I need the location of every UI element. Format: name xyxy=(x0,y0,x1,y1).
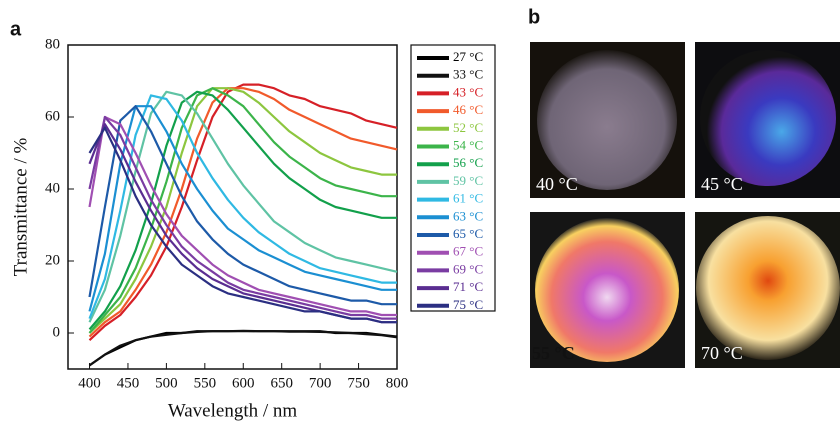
x-axis-label: Wavelength / nm xyxy=(168,400,298,421)
photos: 40 °C 45 °C 55 °C 70 °C xyxy=(530,42,840,368)
x-tick-label: 600 xyxy=(232,375,255,391)
photo-label: 45 °C xyxy=(701,174,743,194)
panel-label: b xyxy=(528,6,540,28)
legend-label: 52 °C xyxy=(453,120,483,135)
photo-label: 40 °C xyxy=(536,174,578,194)
photo-label: 55 °C xyxy=(532,343,575,363)
x-tick-label: 750 xyxy=(347,375,370,391)
series-line xyxy=(88,105,397,306)
series-line xyxy=(88,83,398,342)
y-tick-label: 20 xyxy=(45,252,60,268)
x-tick-label: 500 xyxy=(155,375,178,391)
series-line xyxy=(88,87,398,338)
photo-sample xyxy=(700,50,836,186)
x-tick-label: 700 xyxy=(309,375,332,391)
panel-label: a xyxy=(10,18,22,40)
legend-label: 56 °C xyxy=(453,155,483,170)
legend-label: 65 °C xyxy=(453,226,483,241)
legend-label: 43 °C xyxy=(453,84,483,99)
series-line xyxy=(88,90,397,331)
photo-sample xyxy=(696,216,840,360)
legend-label: 71 °C xyxy=(453,279,483,294)
legend-box xyxy=(410,44,496,312)
y-tick-label: 40 xyxy=(45,180,60,196)
legend-label: 54 °C xyxy=(453,137,483,152)
y-axis-label: Transmittance / % xyxy=(10,138,31,277)
x-tick-label: 650 xyxy=(270,375,293,391)
series-line xyxy=(88,87,397,334)
x-tick-label: 800 xyxy=(386,375,409,391)
y-tick-label: 80 xyxy=(45,36,60,52)
series-line xyxy=(88,90,398,323)
legend-label: 69 °C xyxy=(453,261,483,276)
series-line xyxy=(88,115,397,320)
series-line xyxy=(88,126,397,324)
y-tick-label: 0 xyxy=(53,324,61,340)
photo-label: 70 °C xyxy=(701,343,743,363)
legend-label: 33 °C xyxy=(453,67,483,82)
legend-label: 67 °C xyxy=(453,244,483,259)
series-line xyxy=(88,94,397,319)
x-tick-label: 400 xyxy=(78,375,101,391)
series-line xyxy=(88,330,398,367)
series-line xyxy=(88,87,397,334)
series-line xyxy=(88,115,397,317)
legend-label: 27 °C xyxy=(453,49,483,64)
legend-label: 59 °C xyxy=(453,173,483,188)
plot-frame xyxy=(67,44,398,370)
series-line xyxy=(88,105,397,312)
x-tick-label: 550 xyxy=(194,375,217,391)
legend-label: 75 °C xyxy=(453,297,483,312)
legend-label: 46 °C xyxy=(453,102,483,117)
legend-label: 63 °C xyxy=(453,208,483,223)
x-tick-label: 450 xyxy=(117,375,140,391)
series-line xyxy=(88,329,398,367)
y-tick-label: 60 xyxy=(45,108,60,124)
photo-sample xyxy=(535,218,679,362)
photo-sample xyxy=(537,50,677,190)
chart: 0 20 40 60 80 400 450 500 550 600 650 700 750 800 Wave… xyxy=(10,36,496,421)
legend-label: 61 °C xyxy=(453,191,483,206)
